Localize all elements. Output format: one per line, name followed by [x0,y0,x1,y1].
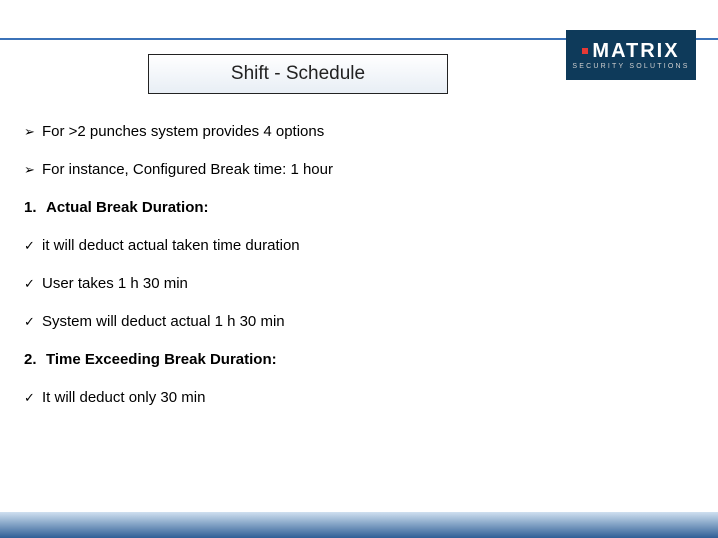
list-text: For instance, Configured Break time: 1 h… [42,160,333,180]
check-bullet-icon: ✓ [24,312,42,332]
list-item: ➢For instance, Configured Break time: 1 … [24,160,694,180]
check-bullet-icon: ✓ [24,274,42,294]
check-bullet-icon: ✓ [24,236,42,256]
content-list: ➢For >2 punches system provides 4 option… [24,122,694,426]
list-text: For >2 punches system provides 4 options [42,122,324,142]
brand-tagline: SECURITY SOLUTIONS [572,63,689,70]
list-text: Time Exceeding Break Duration: [46,350,277,370]
arrow-bullet-icon: ➢ [24,160,42,180]
list-item: 1.Actual Break Duration: [24,198,694,218]
list-item: ➢For >2 punches system provides 4 option… [24,122,694,142]
list-text: it will deduct actual taken time duratio… [42,236,300,256]
brand-text: MATRIX [592,40,679,62]
brand-accent-box [582,48,588,54]
bottom-bar [0,512,718,538]
list-item: ✓ it will deduct actual taken time durat… [24,236,694,256]
list-number: 1. [24,198,46,218]
list-item: ✓User takes 1 h 30 min [24,274,694,294]
list-item: 2.Time Exceeding Break Duration: [24,350,694,370]
list-item: ✓It will deduct only 30 min [24,388,694,408]
list-text: System will deduct actual 1 h 30 min [42,312,285,332]
brand-logo: MATRIX SECURITY SOLUTIONS [566,30,696,80]
list-text: Actual Break Duration: [46,198,209,218]
slide-title-box: Shift - Schedule [148,54,448,94]
list-text: User takes 1 h 30 min [42,274,188,294]
arrow-bullet-icon: ➢ [24,122,42,142]
list-item: ✓System will deduct actual 1 h 30 min [24,312,694,332]
brand-name: MATRIX [582,41,679,61]
list-text: It will deduct only 30 min [42,388,205,408]
slide-title: Shift - Schedule [231,63,365,85]
list-number: 2. [24,350,46,370]
check-bullet-icon: ✓ [24,388,42,408]
